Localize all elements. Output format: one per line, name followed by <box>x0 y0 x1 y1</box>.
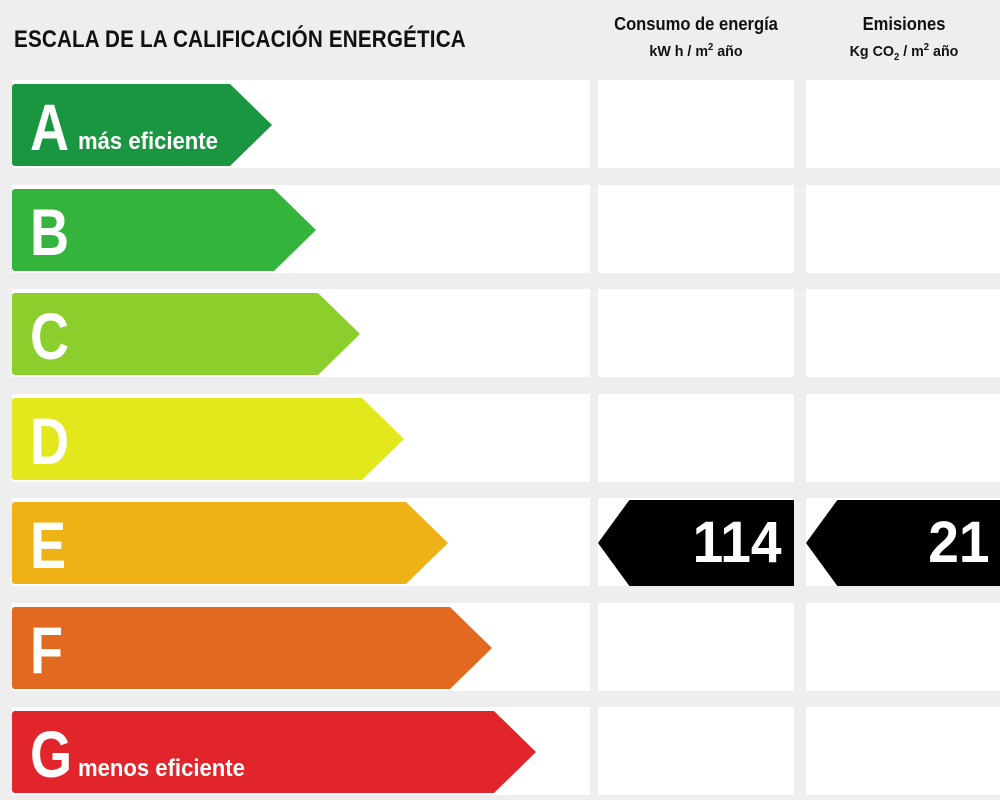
emisiones-cell <box>806 80 1000 168</box>
class-sublabel: menos eficiente <box>78 755 245 782</box>
page-title: ESCALA DE LA CALIFICACIÓN ENERGÉTICA <box>14 26 466 53</box>
class-row-b: B <box>0 185 1000 275</box>
consumo-cell: 114 <box>598 498 794 586</box>
class-row-c: C <box>0 289 1000 379</box>
emisiones-cell <box>806 394 1000 482</box>
class-letter: E <box>30 508 67 582</box>
consumo-header-title: Consumo de energía <box>614 14 778 34</box>
class-sublabel: más eficiente <box>78 128 218 155</box>
class-letter: F <box>30 613 64 687</box>
class-arrow: B <box>12 189 316 271</box>
class-lane: F <box>12 603 590 691</box>
emisiones-value: 21 <box>928 510 990 575</box>
class-letter: B <box>30 195 70 269</box>
emisiones-cell <box>806 603 1000 691</box>
class-letter: C <box>30 299 70 373</box>
class-lane: G menos eficiente <box>12 707 590 795</box>
emisiones-cell <box>806 707 1000 795</box>
class-letter: G <box>30 717 73 791</box>
class-row-a: A más eficiente <box>0 80 1000 170</box>
emisiones-cell: 21 <box>806 498 1000 586</box>
consumo-header-unit: kW h / m2 año <box>649 42 743 60</box>
consumo-cell <box>598 185 794 273</box>
class-arrow: F <box>12 607 492 689</box>
consumo-cell <box>598 707 794 795</box>
class-letter: D <box>30 404 70 478</box>
class-arrow: G menos eficiente <box>12 711 536 793</box>
emisiones-header-title: Emisiones <box>862 14 946 34</box>
consumo-cell <box>598 394 794 482</box>
class-lane: A más eficiente <box>12 80 590 168</box>
class-row-d: D <box>0 394 1000 484</box>
emisiones-cell <box>806 289 1000 377</box>
class-arrow: A más eficiente <box>12 84 272 166</box>
consumo-rating-marker: 114 <box>598 500 794 586</box>
class-row-g: G menos eficiente <box>0 707 1000 797</box>
consumo-cell <box>598 80 794 168</box>
consumo-cell <box>598 289 794 377</box>
class-letter: A <box>30 90 70 164</box>
class-arrow: E <box>12 502 448 584</box>
emisiones-column-header: Emisiones Kg CO2 / m2 año <box>806 12 1000 70</box>
consumo-column-header: Consumo de energía kW h / m2 año <box>598 12 794 64</box>
consumo-cell <box>598 603 794 691</box>
class-lane: B <box>12 185 590 273</box>
consumo-value: 114 <box>693 510 782 575</box>
emisiones-rating-marker: 21 <box>806 500 1000 586</box>
class-arrow: C <box>12 293 360 375</box>
class-lane: D <box>12 394 590 482</box>
class-lane: E <box>12 498 590 586</box>
class-row-e: E 114 21 <box>0 498 1000 588</box>
emisiones-cell <box>806 185 1000 273</box>
class-lane: C <box>12 289 590 377</box>
class-row-f: F <box>0 603 1000 693</box>
emisiones-header-unit: Kg CO2 / m2 año <box>849 42 959 63</box>
class-arrow: D <box>12 398 404 480</box>
